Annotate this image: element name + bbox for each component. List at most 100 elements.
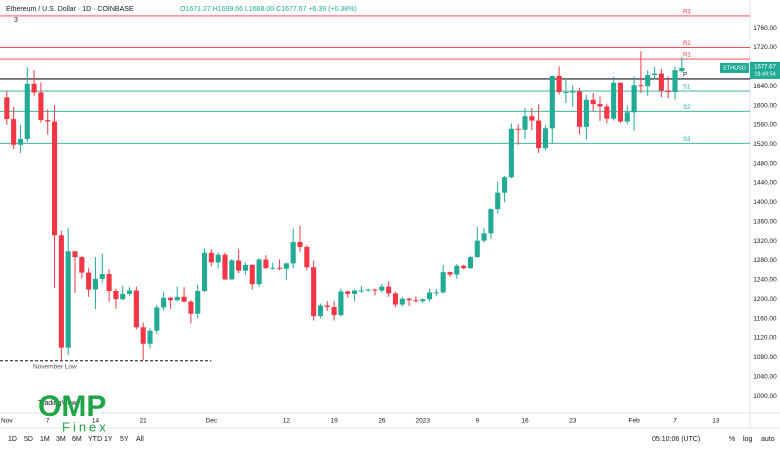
candle-body (413, 300, 419, 302)
candle-body (242, 264, 249, 271)
range-button[interactable]: 6M (72, 436, 82, 443)
pivot-label: R1 (683, 53, 691, 59)
candle-body (542, 128, 549, 149)
candle-body (86, 272, 92, 290)
candle-body (304, 246, 310, 268)
x-tick-label: 13 (712, 418, 720, 425)
y-tick-label: 1600.00 (753, 102, 777, 109)
price-tag-symbol-bg (720, 62, 749, 73)
candle-body (79, 257, 85, 273)
pivot-label: R2 (683, 41, 691, 47)
candle-body (345, 291, 351, 294)
candle-body (447, 272, 453, 275)
candle-body (474, 240, 480, 258)
candle-body (508, 128, 514, 178)
watermark: TradingView (38, 400, 77, 407)
candle-body (11, 119, 17, 145)
y-tick-label: 1160.00 (753, 315, 776, 322)
range-button[interactable]: 1Y (104, 436, 113, 443)
candle-body (317, 305, 324, 317)
candle-body (563, 91, 569, 93)
toolbar-option[interactable]: log (743, 436, 752, 443)
x-tick-label: Dec (206, 418, 218, 425)
candle-body (113, 290, 119, 300)
candle-body (529, 116, 535, 121)
candle-body (297, 242, 303, 247)
toolbar-option[interactable]: auto (761, 436, 775, 443)
candle-body (611, 82, 617, 119)
candle-body (556, 76, 562, 92)
candle-body (433, 292, 439, 294)
candle-body (338, 291, 344, 316)
x-tick-label: 9 (475, 418, 479, 425)
range-button[interactable]: All (136, 436, 144, 443)
candle-body (365, 289, 371, 291)
candle-body (426, 292, 433, 300)
range-button[interactable]: 5D (24, 436, 33, 443)
candle-body (454, 265, 460, 275)
y-tick-label: 1080.00 (753, 354, 777, 361)
candle-body (99, 274, 105, 279)
indicator-count: 3 (14, 17, 18, 24)
candle-body (604, 106, 610, 119)
candle-body (583, 99, 589, 127)
candle-body (331, 306, 337, 316)
y-tick-label: 1480.00 (753, 160, 777, 167)
candle-body (501, 177, 508, 193)
candle-body (38, 92, 44, 121)
price-tag-symbol: ETHUSD (723, 65, 746, 71)
candle-body (420, 299, 426, 302)
range-button[interactable]: 1M (40, 436, 50, 443)
x-tick-label: 16 (521, 418, 529, 425)
candle-body (31, 83, 37, 93)
candle-body (126, 290, 133, 294)
candle-body (283, 263, 289, 269)
x-tick-label: 19 (330, 418, 338, 425)
candle-body (249, 264, 255, 285)
candle-body (515, 128, 521, 130)
y-tick-label: 1520.00 (753, 141, 777, 148)
candle-body (324, 305, 330, 307)
candle-body (106, 274, 112, 291)
candle-body (92, 278, 99, 290)
y-tick-label: 1240.00 (753, 277, 777, 284)
candle-body (638, 85, 644, 87)
candle-body (624, 112, 630, 122)
logo-main: OMP (38, 390, 106, 423)
candle-body (481, 233, 487, 241)
x-tick-label: 26 (378, 418, 386, 425)
candle-body (645, 75, 651, 87)
y-tick-label: 1280.00 (753, 257, 777, 264)
pivot-label: S3 (683, 137, 691, 143)
candle-body (72, 251, 78, 258)
pivot-label: S2 (683, 105, 691, 111)
y-tick-label: 1040.00 (753, 373, 777, 380)
candle-body (461, 265, 467, 269)
range-button[interactable]: 3M (56, 436, 66, 443)
toolbar-time: 05:10:06 (UTC) (652, 436, 700, 443)
candle-body (222, 254, 228, 280)
candle-body (358, 290, 364, 292)
candle-body (672, 70, 678, 92)
candle-body (154, 307, 160, 331)
y-tick-label: 1360.00 (753, 218, 777, 225)
candle-body (24, 83, 30, 139)
range-button[interactable]: 5Y (120, 436, 129, 443)
candle-body (351, 290, 358, 294)
candle-body (617, 82, 624, 122)
toolbar-option[interactable]: % (729, 436, 735, 443)
candle-body (208, 252, 214, 263)
candle-body (536, 120, 542, 149)
range-button[interactable]: YTD (88, 436, 102, 443)
candle-body (174, 296, 180, 301)
candle-body (201, 252, 208, 291)
candle-body (392, 293, 399, 305)
candle-body (65, 251, 71, 348)
annotation-label: November Low (33, 363, 77, 370)
candle-body (17, 138, 24, 145)
candle-body (45, 120, 51, 122)
range-button[interactable]: 1D (8, 436, 17, 443)
price-tag-countdown: 18:49:54 (754, 71, 775, 77)
y-tick-label: 1000.00 (753, 393, 777, 400)
